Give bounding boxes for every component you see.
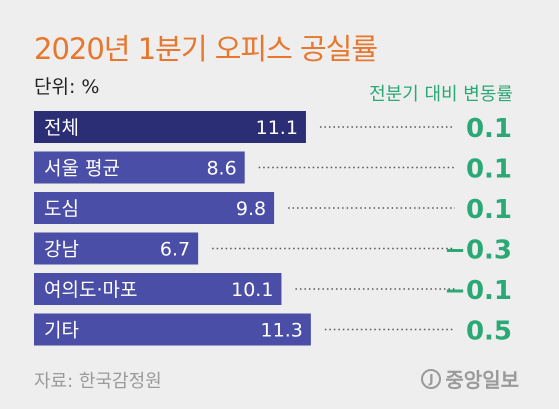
bar (34, 151, 245, 184)
bar (34, 111, 306, 143)
value-label: 11.3 (261, 320, 303, 342)
category-label: 전체 (44, 117, 79, 139)
change-value: 0.1 (466, 114, 512, 144)
chart-title: 2020년 1분기 오피스 공실률 (34, 32, 378, 66)
category-label: 기타 (44, 320, 79, 342)
category-label: 여의도·마포 (44, 279, 137, 301)
change-value: 0.1 (466, 195, 512, 225)
category-label: 서울 평균 (44, 158, 120, 180)
bar (34, 313, 311, 346)
change-value: −0.1 (444, 276, 512, 306)
logo-mark: J (421, 368, 442, 389)
bar (34, 192, 275, 224)
value-label: 9.8 (236, 198, 266, 220)
bar (34, 273, 282, 305)
unit-label: 단위: % (34, 76, 100, 98)
publisher-logo: J 중앙일보 (421, 364, 519, 393)
change-value: −0.3 (444, 236, 512, 266)
logo-text: 중앙일보 (445, 368, 519, 392)
bar (34, 232, 199, 265)
category-label: 강남 (44, 239, 79, 261)
category-label: 도심 (44, 198, 79, 220)
value-label: 11.1 (256, 117, 298, 139)
change-value: 0.1 (466, 155, 512, 185)
value-label: 6.7 (160, 239, 190, 261)
source-note: 자료: 한국감정원 (34, 371, 162, 392)
value-label: 8.6 (206, 158, 236, 180)
change-value: 0.5 (466, 317, 512, 347)
value-label: 10.1 (231, 279, 273, 301)
change-column-header: 전분기 대비 변동률 (369, 84, 513, 105)
